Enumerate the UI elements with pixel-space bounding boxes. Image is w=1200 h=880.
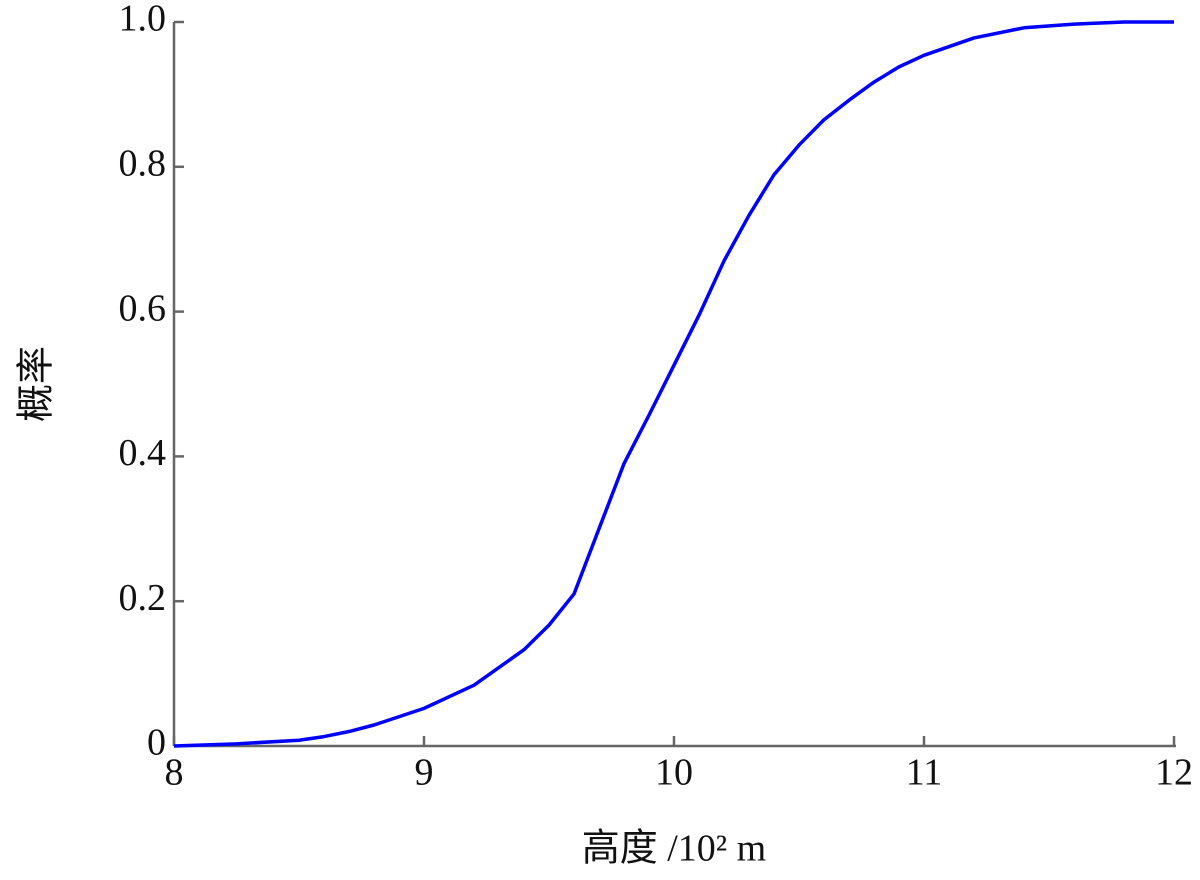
- x-tick-label: 12: [1155, 752, 1193, 794]
- line-series: [173, 20, 1174, 748]
- y-tick-label: 0.6: [119, 287, 167, 329]
- x-tick-label: 11: [906, 752, 943, 794]
- y-tick-label: 0.8: [119, 143, 167, 185]
- y-tick-label: 1.0: [119, 0, 167, 40]
- x-tick-label: 8: [165, 752, 184, 794]
- y-axis-label: 概率: [16, 346, 58, 422]
- y-tick-label: 0.2: [119, 577, 167, 619]
- y-tick-label: 0.4: [119, 432, 167, 474]
- x-axis-label: 高度 /10² m: [582, 828, 767, 870]
- y-tick-label: 0: [147, 722, 166, 764]
- x-tick-label: 9: [415, 752, 434, 794]
- x-tick-label: 10: [655, 752, 693, 794]
